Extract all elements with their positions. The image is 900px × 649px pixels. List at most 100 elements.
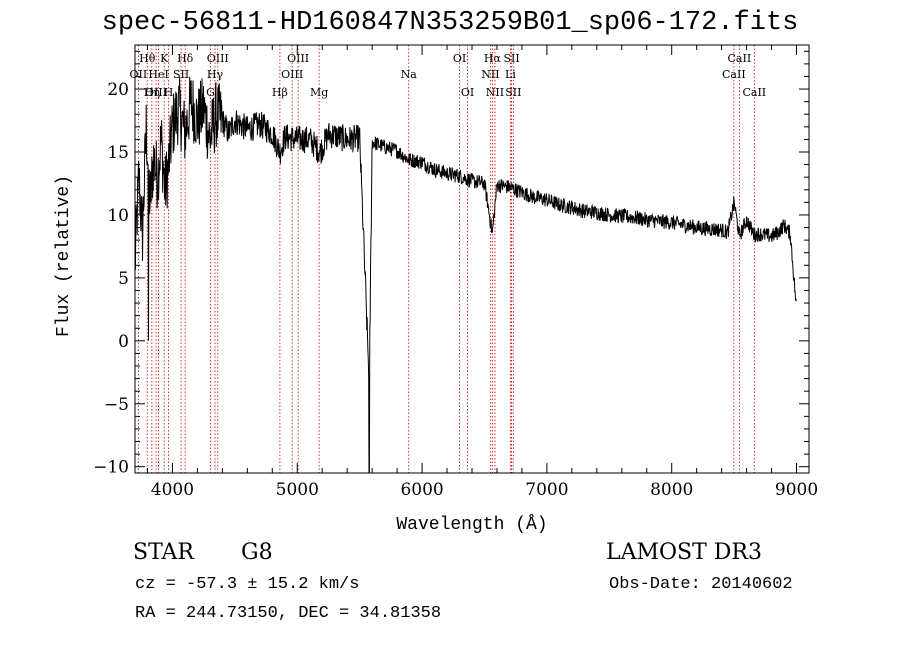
flux-point bbox=[659, 221, 660, 222]
spectral-line-label: Mg bbox=[310, 86, 328, 99]
x-tick-label: 4000 bbox=[151, 480, 194, 500]
flux-point bbox=[754, 234, 755, 235]
flux-point bbox=[783, 224, 784, 225]
flux-point bbox=[721, 229, 722, 230]
spectral-line-label: OIII bbox=[145, 86, 167, 99]
flux-point bbox=[496, 184, 497, 185]
flux-point bbox=[739, 236, 740, 237]
spectral-line-label: HeI bbox=[148, 68, 168, 81]
flux-point bbox=[184, 133, 185, 134]
flux-point bbox=[571, 207, 572, 208]
flux-point bbox=[222, 120, 223, 121]
flux-point bbox=[279, 151, 280, 152]
flux-point bbox=[771, 236, 772, 237]
flux-point bbox=[746, 219, 747, 220]
flux-point bbox=[646, 219, 647, 220]
flux-point bbox=[284, 136, 285, 137]
flux-point bbox=[509, 187, 510, 188]
axes: 4000 5000 6000 7000 8000 9000 −10 −5 0 5 10 15 20 Wav… bbox=[54, 44, 818, 535]
spectral-line-label: OI bbox=[453, 52, 466, 65]
flux-point bbox=[197, 120, 198, 121]
flux-point bbox=[153, 158, 154, 159]
flux-point bbox=[459, 175, 460, 176]
y-tick-label: 15 bbox=[107, 143, 129, 163]
spectral-line-label: K bbox=[160, 52, 169, 65]
flux-point bbox=[434, 169, 435, 170]
spectral-line-label: Na bbox=[401, 68, 418, 81]
y-axis-title: Flux (relative) bbox=[54, 175, 74, 337]
spectral-line-label: Hβ bbox=[272, 86, 288, 99]
flux-point bbox=[369, 384, 370, 385]
spectral-line-label: SII bbox=[505, 86, 521, 99]
flux-point bbox=[734, 202, 735, 203]
flux-point bbox=[584, 211, 585, 212]
flux-point bbox=[320, 151, 321, 152]
spectral-line-label: CaII bbox=[728, 52, 752, 65]
flux-point bbox=[421, 161, 422, 162]
flux-point bbox=[334, 135, 335, 136]
flux-point bbox=[309, 139, 310, 140]
flux-point bbox=[164, 189, 165, 190]
spectral-line-label: SII bbox=[173, 68, 189, 81]
spectral-line-label: NII bbox=[481, 68, 499, 81]
flux-point bbox=[228, 133, 229, 134]
flux-point bbox=[234, 120, 235, 121]
flux-point bbox=[758, 233, 759, 234]
spectrum-series bbox=[134, 76, 797, 474]
spectral-line-label: NII bbox=[486, 86, 504, 99]
flux-point bbox=[790, 233, 791, 234]
x-axis-title: Wavelength (Å) bbox=[396, 514, 547, 535]
flux-point bbox=[777, 232, 778, 233]
flux-point bbox=[484, 183, 485, 184]
flux-point bbox=[157, 177, 158, 178]
flux-point bbox=[178, 107, 179, 108]
y-tick-label: 10 bbox=[107, 206, 129, 226]
flux-point bbox=[796, 309, 797, 310]
spectral-line-label: Hα bbox=[484, 52, 502, 65]
flux-point bbox=[146, 126, 147, 127]
spectral-line-markers bbox=[137, 45, 755, 473]
spectral-line-label: OII bbox=[130, 68, 148, 81]
spectral-line-label: SII bbox=[503, 52, 519, 65]
flux-point bbox=[216, 114, 217, 115]
flux-line bbox=[134, 76, 797, 474]
flux-point bbox=[559, 204, 560, 205]
flux-point bbox=[168, 164, 169, 165]
flux-point bbox=[684, 224, 685, 225]
object-class: STAR bbox=[133, 540, 194, 565]
spectral-line-label: OIII bbox=[281, 68, 303, 81]
flux-point bbox=[471, 180, 472, 181]
flux-point bbox=[609, 214, 610, 215]
flux-point bbox=[328, 134, 329, 135]
redshift-readout: cz = -57.3 ± 15.2 km/s bbox=[135, 575, 360, 594]
y-tick-label: 20 bbox=[107, 80, 129, 100]
flux-point bbox=[709, 228, 710, 229]
object-subclass: G8 bbox=[241, 540, 273, 565]
flux-point bbox=[521, 192, 522, 193]
obs-date: Obs-Date: 20140602 bbox=[609, 575, 793, 594]
x-tick-label: 7000 bbox=[525, 480, 568, 500]
plot-frame bbox=[134, 44, 810, 474]
x-tick-label: 5000 bbox=[276, 480, 319, 500]
x-tick-label: 9000 bbox=[775, 480, 818, 500]
y-tick-label: 0 bbox=[118, 332, 129, 352]
spectral-line-label: Hθ bbox=[139, 52, 156, 65]
flux-point bbox=[359, 138, 360, 139]
chart-title: spec-56811-HD160847N353259B01_sp06-172.f… bbox=[101, 8, 799, 38]
flux-point bbox=[372, 141, 373, 142]
flux-point bbox=[149, 202, 150, 203]
flux-point bbox=[203, 107, 204, 108]
spectral-line-label: OI bbox=[461, 86, 474, 99]
flux-point bbox=[696, 227, 697, 228]
spectral-line-label: OIII bbox=[287, 52, 309, 65]
spectral-line-label: CaII bbox=[722, 68, 746, 81]
spectral-line-label: Hδ bbox=[177, 52, 194, 65]
survey-name: LAMOST DR3 bbox=[606, 540, 762, 565]
flux-point bbox=[272, 133, 273, 134]
flux-point bbox=[634, 217, 635, 218]
flux-point bbox=[384, 146, 385, 147]
flux-point bbox=[172, 126, 173, 127]
flux-point bbox=[397, 150, 398, 151]
spectral-line-label: Hη bbox=[144, 86, 160, 99]
